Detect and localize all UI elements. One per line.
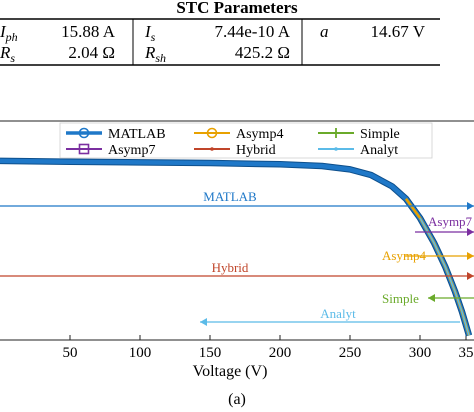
legend-marker — [78, 143, 90, 155]
legend-item-analyt: Analyt — [318, 143, 398, 158]
rsh-value: 425.2 Ω — [235, 43, 290, 62]
x-tick-label: 35 — [459, 345, 474, 361]
series-line-analyt — [419, 217, 470, 336]
is-value: 7.44e-10 A — [214, 22, 290, 41]
legend: MATLAB Asymp4 Simple Asymp7 Hybrid Analyt — [59, 122, 433, 159]
annotation-arrow-head — [428, 294, 435, 302]
x-tick-label: 150 — [199, 345, 222, 361]
iph-value: 15.88 A — [61, 22, 116, 41]
annotation-analyt: Analyt — [200, 306, 460, 326]
legend-marker — [206, 127, 218, 139]
annotation-arrow-head — [467, 228, 474, 236]
x-tick-label: 250 — [339, 345, 362, 361]
annotation-label: Asymp7 — [428, 214, 473, 229]
annotation-label: MATLAB — [203, 189, 257, 204]
annotation-label: Asymp4 — [382, 248, 427, 263]
legend-marker — [331, 128, 341, 138]
legend-marker — [78, 127, 90, 139]
annotation-matlab: MATLAB — [0, 189, 474, 210]
legend-label: MATLAB — [108, 127, 166, 142]
series-layer — [0, 157, 473, 337]
x-tick-label: 300 — [409, 345, 432, 361]
x-tick-label: 200 — [269, 345, 292, 361]
annotation-arrow-head — [467, 252, 474, 260]
rsh-label: Rsh — [144, 43, 166, 65]
rs-value: 2.04 Ω — [68, 43, 115, 62]
x-tick-label: 100 — [129, 345, 152, 361]
stc-parameters-table: STC Parameters Iph 15.88 A Rs 2.04 Ω Is … — [0, 0, 440, 66]
legend-label: Simple — [360, 127, 400, 142]
annotation-asymp4: Asymp4 — [382, 248, 474, 263]
annotation-hybrid: Hybrid — [0, 260, 474, 280]
legend-label: Asymp7 — [108, 143, 155, 158]
legend-label: Hybrid — [236, 143, 276, 158]
annotation-layer: MATLAB Asymp7 Asymp4 Hybrid Simple Analyt — [0, 189, 474, 326]
annotation-asymp7: Asymp7 — [415, 214, 474, 236]
legend-item-hybrid: Hybrid — [194, 143, 276, 158]
is-label: Is — [144, 22, 156, 44]
annotation-arrow-head — [200, 318, 207, 326]
legend-box — [59, 122, 433, 159]
rs-label: Rs — [0, 43, 15, 65]
annotation-arrow-head — [467, 202, 474, 210]
legend-item-simple: Simple — [318, 127, 400, 142]
annotation-simple: Simple — [382, 291, 474, 306]
legend-label: Analyt — [360, 143, 398, 158]
legend-marker — [210, 147, 214, 151]
legend-item-asymp4: Asymp4 — [194, 127, 283, 142]
legend-marker — [334, 147, 338, 151]
chart-axes: 50 100 150 200 250 300 35 Voltage (V) — [0, 120, 474, 380]
annotation-label: Hybrid — [212, 260, 249, 275]
a-value: 14.67 V — [371, 22, 426, 41]
a-label: a — [320, 22, 329, 41]
x-axis-label: Voltage (V) — [193, 363, 268, 380]
figure-caption: (a) — [228, 391, 246, 408]
legend-entries: MATLAB Asymp4 Simple Asymp7 Hybrid Analyt — [66, 127, 400, 158]
iph-label: Iph — [0, 22, 18, 44]
legend-label: Asymp4 — [236, 127, 283, 142]
annotation-label: Simple — [382, 291, 419, 306]
table-title: STC Parameters — [176, 0, 298, 17]
legend-item-asymp7: Asymp7 — [66, 143, 155, 158]
x-tick-label: 50 — [63, 345, 78, 361]
x-ticks: 50 100 150 200 250 300 35 — [63, 335, 474, 361]
annotation-label: Analyt — [320, 306, 356, 321]
annotation-arrow-head — [467, 272, 474, 280]
legend-item-matlab: MATLAB — [66, 127, 166, 142]
